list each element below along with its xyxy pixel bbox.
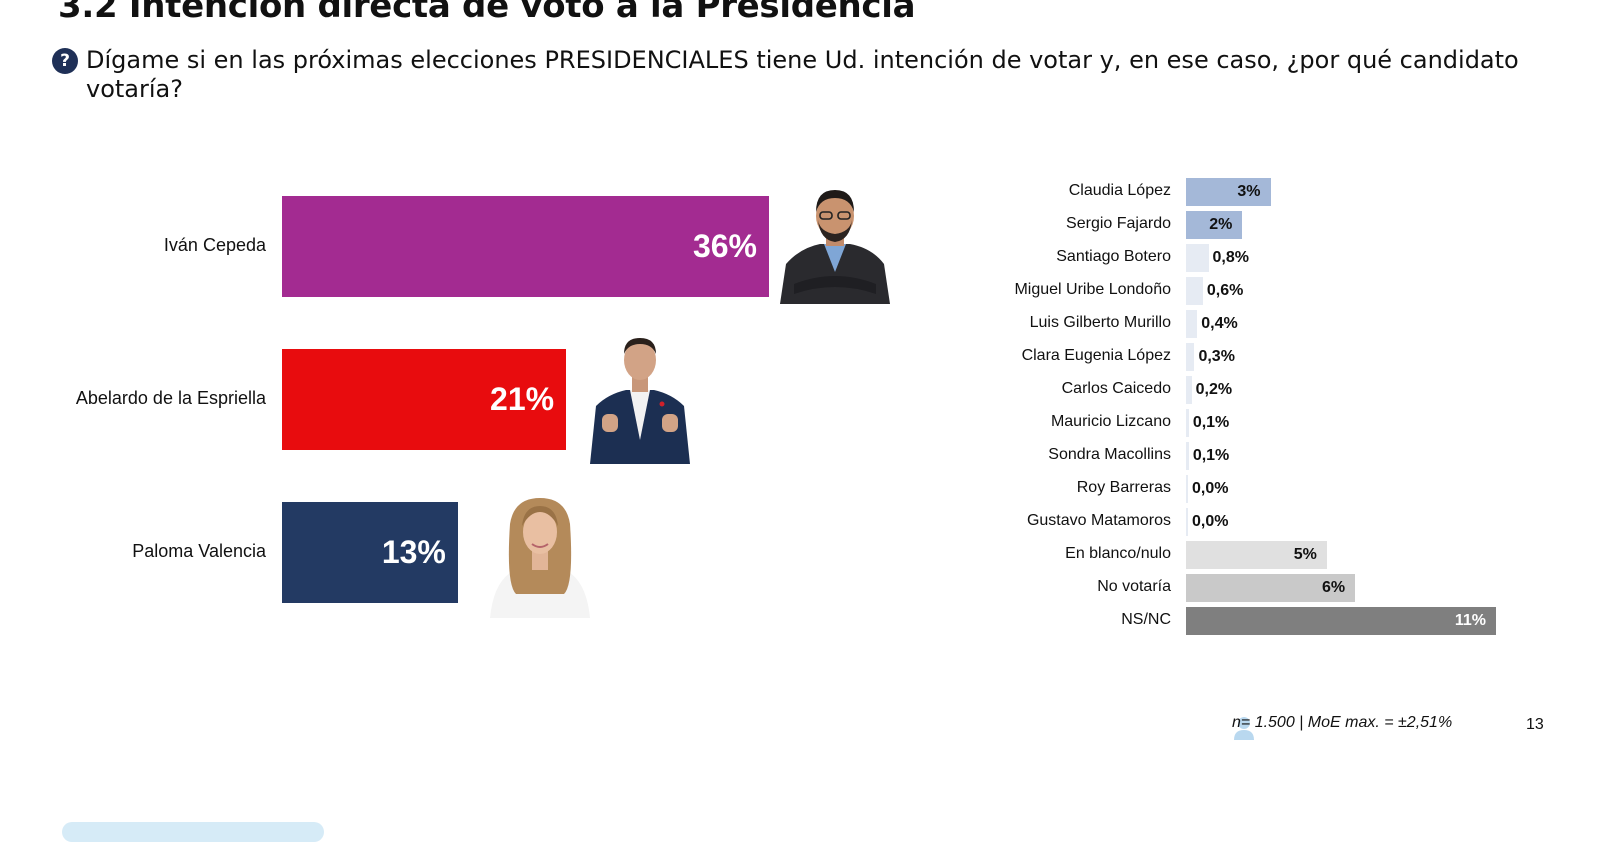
candidate-photo-ivan-cepeda <box>780 186 890 304</box>
bar-sondra-macollins <box>1186 442 1189 470</box>
category-label-gustavo-matamoros: Gustavo Matamoros <box>1026 512 1171 529</box>
category-label-claudia-lopez: Claudia López <box>1068 182 1171 199</box>
value-label-gustavo-matamoros: 0,0% <box>1192 513 1229 530</box>
category-label-ivan-cepeda: Iván Cepeda <box>163 235 266 255</box>
sample-footnote: n= 1.500 | MoE max. = ±2,51% <box>1232 714 1453 731</box>
value-label-sondra-macollins: 0,1% <box>1192 447 1230 464</box>
bar-gustavo-matamoros <box>1186 508 1188 536</box>
bar-clara-eugenia-lopez <box>1186 343 1195 371</box>
value-label-luis-gilberto-murillo: 0,4% <box>1201 315 1238 332</box>
value-label-ivan-cepeda: 36% <box>692 228 757 264</box>
value-label-roy-barreras: 0,0% <box>1192 480 1229 497</box>
bar-en-blanco-nulo <box>1186 541 1327 569</box>
value-label-ns-nc: 11% <box>1454 612 1486 629</box>
category-label-ns-nc: NS/NC <box>1121 611 1171 628</box>
page-title: 3.2 Intención directa de voto a la Presi… <box>58 0 916 26</box>
category-label-clara-eugenia-lopez: Clara Eugenia López <box>1021 347 1171 364</box>
value-label-paloma-valencia: 13% <box>381 534 446 570</box>
bar-roy-barreras <box>1186 475 1188 503</box>
category-label-roy-barreras: Roy Barreras <box>1076 479 1171 496</box>
bar-miguel-uribe-londono <box>1186 277 1203 305</box>
bar-carlos-caicedo <box>1186 376 1192 404</box>
category-label-sondra-macollins: Sondra Macollins <box>1048 446 1171 463</box>
bar-ns-nc <box>1186 607 1496 635</box>
candidate-photo-abelardo-de-la-espriella <box>590 330 690 464</box>
value-label-no-votaria: 6% <box>1321 579 1346 596</box>
page-number: 13 <box>1526 716 1544 733</box>
bar-claudia-lopez <box>1186 178 1271 206</box>
bar-abelardo-de-la-espriella <box>282 349 567 450</box>
category-label-santiago-botero: Santiago Botero <box>1056 248 1171 265</box>
category-label-en-blanco-nulo: En blanco/nulo <box>1065 545 1171 562</box>
value-label-mauricio-lizcano: 0,1% <box>1192 414 1230 431</box>
question-text: Dígame si en las próximas elecciones PRE… <box>86 46 1519 103</box>
value-label-sergio-fajardo: 2% <box>1209 216 1233 233</box>
value-label-abelardo-de-la-espriella: 21% <box>490 381 555 417</box>
category-label-no-votaria: No votaría <box>1097 578 1171 595</box>
bar-santiago-botero <box>1186 244 1209 272</box>
value-label-claudia-lopez: 3% <box>1237 183 1261 200</box>
value-label-clara-eugenia-lopez: 0,3% <box>1198 348 1235 365</box>
category-label-carlos-caicedo: Carlos Caicedo <box>1061 380 1171 397</box>
bar-luis-gilberto-murillo <box>1186 310 1198 338</box>
value-label-miguel-uribe-londono: 0,6% <box>1206 282 1244 299</box>
bar-sergio-fajardo <box>1186 211 1243 239</box>
question-circle-icon: ? <box>52 48 78 74</box>
bar-no-votaria <box>1186 574 1356 602</box>
category-label-miguel-uribe-londono: Miguel Uribe Londoño <box>1014 281 1171 298</box>
category-label-mauricio-lizcano: Mauricio Lizcano <box>1050 413 1171 430</box>
bottom-tab <box>62 822 324 842</box>
value-label-en-blanco-nulo: 5% <box>1293 546 1317 563</box>
category-label-luis-gilberto-murillo: Luis Gilberto Murillo <box>1029 314 1171 331</box>
person-icon <box>1234 717 1254 740</box>
category-label-paloma-valencia: Paloma Valencia <box>132 541 266 561</box>
value-label-santiago-botero: 0,8% <box>1212 249 1249 266</box>
category-label-abelardo-de-la-espriella: Abelardo de la Espriella <box>75 388 266 408</box>
value-label-carlos-caicedo: 0,2% <box>1195 381 1233 398</box>
bar-mauricio-lizcano <box>1186 409 1189 437</box>
bar-ivan-cepeda <box>282 196 769 297</box>
candidate-photo-paloma-valencia <box>480 494 600 618</box>
category-label-sergio-fajardo: Sergio Fajardo <box>1066 215 1171 232</box>
bar-paloma-valencia <box>282 502 458 603</box>
